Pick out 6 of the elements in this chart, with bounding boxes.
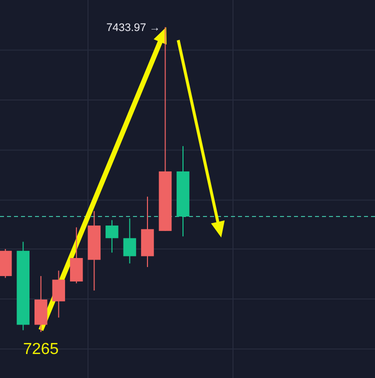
annotation: 7433.97 → xyxy=(106,22,160,34)
candlestick xyxy=(106,220,118,254)
candlestick xyxy=(52,270,66,318)
annotation: 7265 xyxy=(23,340,59,358)
candlestick xyxy=(70,226,83,284)
candlestick xyxy=(123,218,136,264)
